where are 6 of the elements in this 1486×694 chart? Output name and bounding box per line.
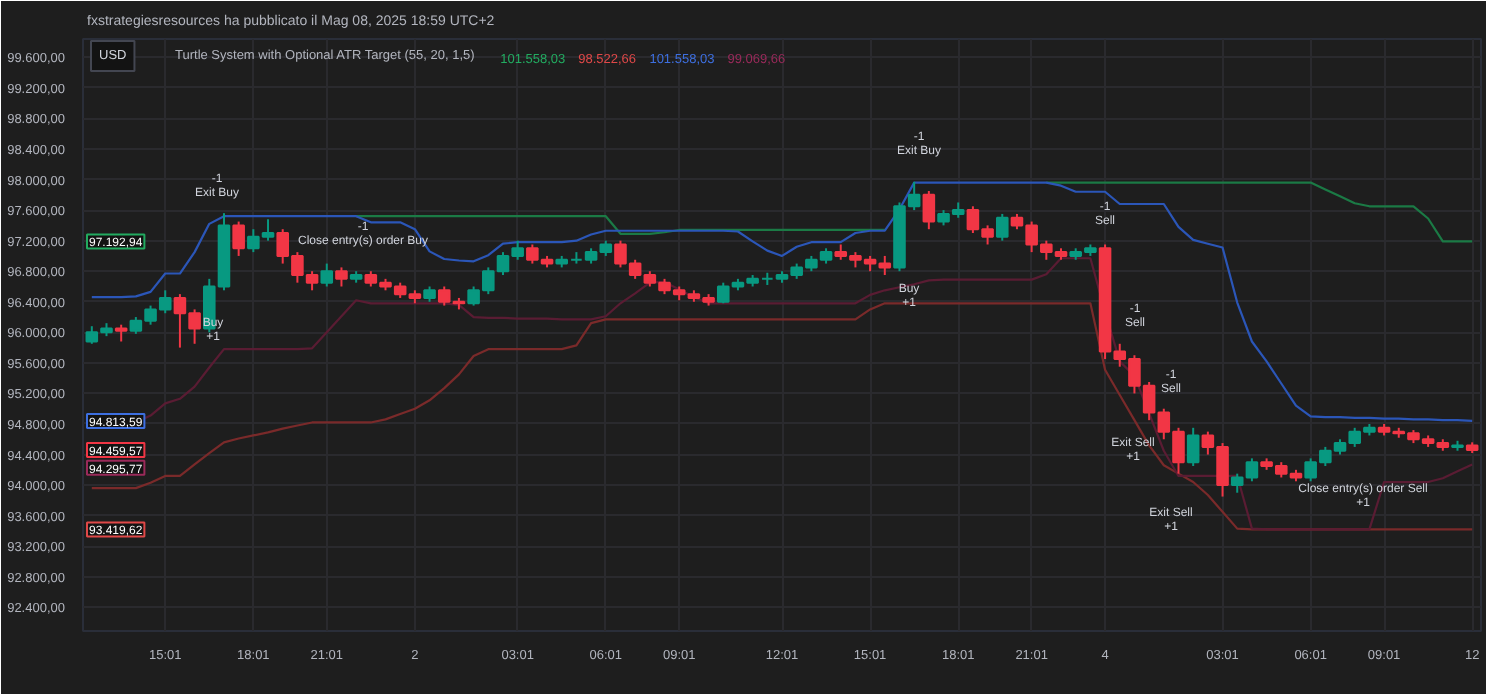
candlestick [995, 212, 1009, 242]
candlestick [1186, 426, 1200, 467]
candlestick [232, 220, 245, 257]
candlestick [335, 266, 348, 288]
candlestick [922, 190, 936, 231]
candlestick [320, 262, 334, 288]
